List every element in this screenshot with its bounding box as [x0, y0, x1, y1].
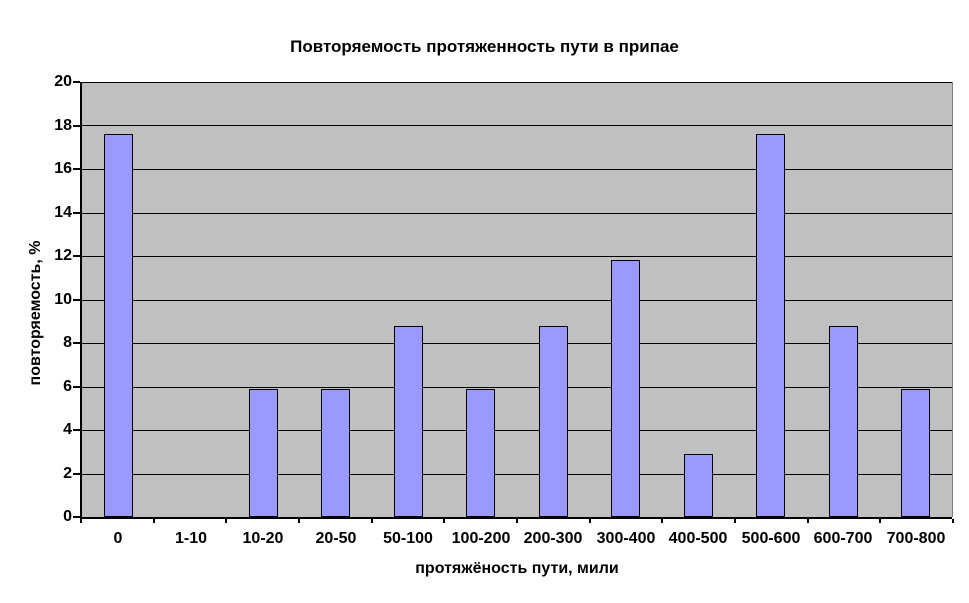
x-tick-label-20-50: 20-50	[315, 530, 357, 547]
x-axis-title: протяжёность пути, мили	[415, 560, 619, 577]
bar-700-800	[901, 389, 930, 517]
bar-0	[104, 134, 133, 517]
y-tick-mark-16	[73, 168, 80, 170]
bar-20-50	[321, 389, 350, 517]
x-tick-label-10-20: 10-20	[242, 530, 284, 547]
y-tick-mark-10	[73, 299, 80, 301]
y-axis-line	[80, 82, 82, 519]
bar-10-20	[249, 389, 278, 517]
x-tick-mark-11	[879, 519, 881, 523]
y-tick-label-2: 2	[63, 465, 72, 482]
y-tick-label-10: 10	[54, 291, 72, 308]
y-tick-mark-18	[73, 125, 80, 127]
x-tick-mark-8	[661, 519, 663, 523]
bar-50-100	[394, 326, 423, 517]
y-tick-label-8: 8	[63, 334, 72, 351]
y-tick-label-0: 0	[63, 508, 72, 525]
x-tick-mark-0	[80, 519, 82, 523]
x-tick-label-50-100: 50-100	[383, 530, 433, 547]
x-tick-label-1-10: 1-10	[174, 530, 208, 547]
x-tick-mark-12	[952, 519, 954, 523]
y-tick-mark-0	[73, 516, 80, 518]
bar-200-300	[539, 326, 568, 517]
y-tick-mark-12	[73, 255, 80, 257]
x-tick-label-300-400: 300-400	[596, 530, 656, 547]
x-tick-label-0: 0	[113, 530, 123, 547]
y-tick-label-14: 14	[54, 204, 72, 221]
x-tick-mark-6	[516, 519, 518, 523]
bar-500-600	[756, 134, 785, 517]
x-tick-mark-10	[807, 519, 809, 523]
y-tick-mark-2	[73, 473, 80, 475]
y-tick-label-18: 18	[54, 117, 72, 134]
y-tick-mark-20	[73, 81, 80, 83]
x-tick-mark-2	[225, 519, 227, 523]
y-tick-mark-4	[73, 429, 80, 431]
y-tick-label-4: 4	[63, 421, 72, 438]
x-tick-label-700-800: 700-800	[886, 530, 946, 547]
gridline-16	[82, 169, 952, 170]
gridline-14	[82, 213, 952, 214]
bar-100-200	[466, 389, 495, 517]
gridline-20	[82, 82, 952, 83]
chart-title: Повторяемость протяженность пути в припа…	[290, 37, 679, 56]
x-tick-mark-9	[734, 519, 736, 523]
gridline-18	[82, 125, 952, 126]
y-tick-mark-6	[73, 386, 80, 388]
x-tick-mark-1	[153, 519, 155, 523]
x-tick-label-200-300: 200-300	[523, 530, 583, 547]
x-tick-label-600-700: 600-700	[813, 530, 873, 547]
x-tick-label-100-200: 100-200	[451, 530, 511, 547]
x-tick-label-400-500: 400-500	[668, 530, 728, 547]
gridline-10	[82, 300, 952, 301]
gridline-4	[82, 430, 952, 431]
x-tick-label-500-600: 500-600	[741, 530, 801, 547]
gridline-2	[82, 474, 952, 475]
y-tick-label-20: 20	[54, 73, 72, 90]
x-tick-mark-5	[443, 519, 445, 523]
x-axis-line	[80, 517, 952, 519]
plot-area	[82, 82, 953, 517]
y-tick-mark-8	[73, 342, 80, 344]
bar-400-500	[684, 454, 713, 517]
y-tick-label-6: 6	[63, 378, 72, 395]
x-tick-mark-3	[298, 519, 300, 523]
bar-300-400	[611, 260, 640, 517]
y-tick-label-12: 12	[54, 247, 72, 264]
y-tick-label-16: 16	[54, 160, 72, 177]
bar-600-700	[829, 326, 858, 517]
gridline-12	[82, 256, 952, 257]
y-tick-mark-14	[73, 212, 80, 214]
x-tick-mark-7	[589, 519, 591, 523]
gridline-8	[82, 343, 952, 344]
x-tick-mark-4	[371, 519, 373, 523]
gridline-6	[82, 387, 952, 388]
